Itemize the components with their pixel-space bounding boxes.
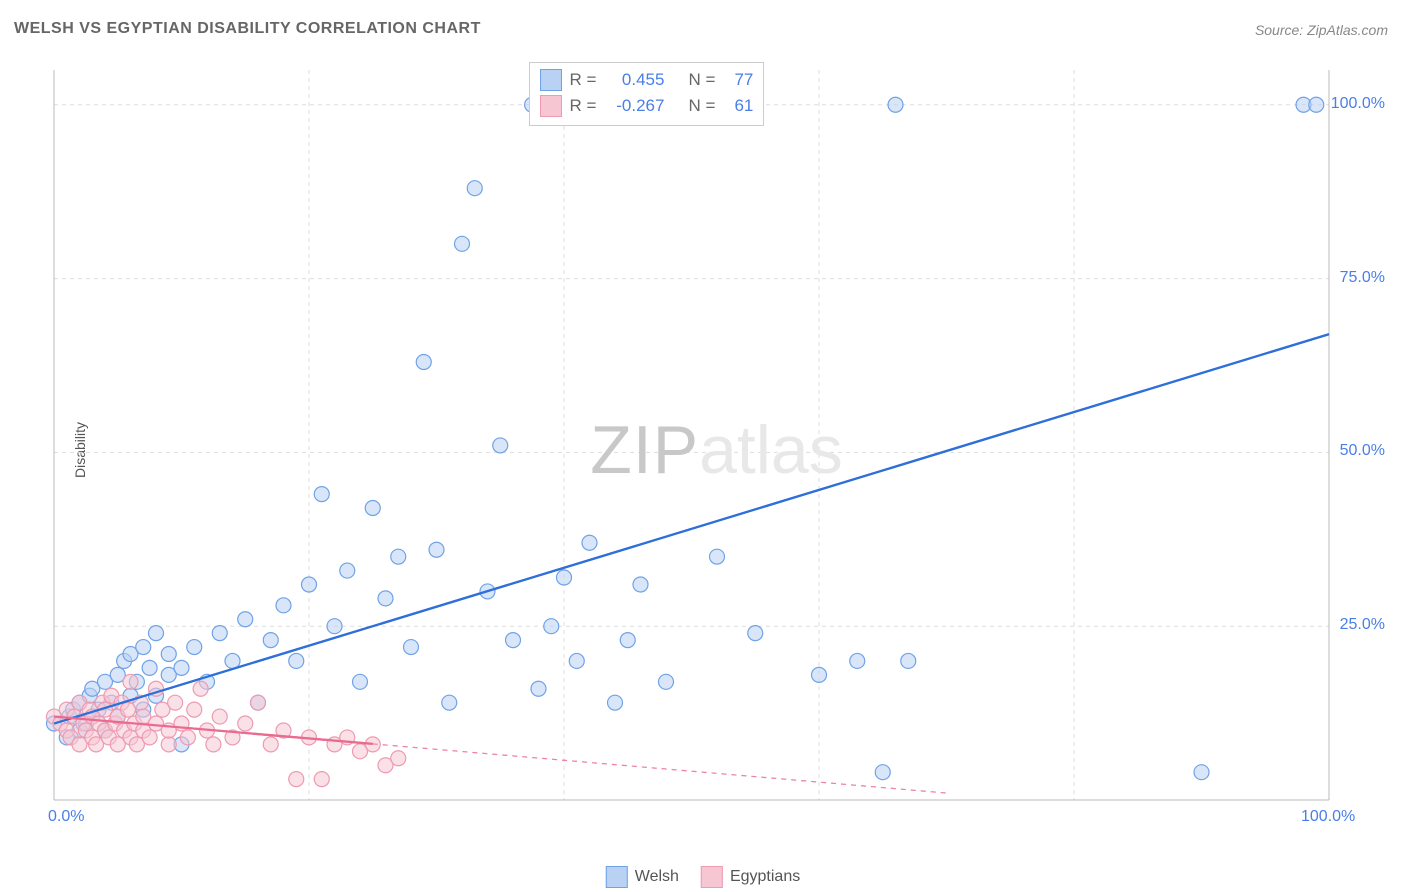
R-value: 0.455 [604,67,664,93]
legend-label: Welsh [635,868,679,886]
x-tick-label: 0.0% [48,808,84,826]
series-swatch [540,95,562,117]
series-swatch [540,69,562,91]
y-tick-label: 75.0% [1340,269,1385,287]
N-value: 61 [723,93,753,119]
legend-label: Egyptians [730,868,800,886]
N-label: N = [688,67,715,93]
legend-swatch [606,866,628,888]
chart-title: WELSH VS EGYPTIAN DISABILITY CORRELATION… [14,20,481,38]
stats-legend-box: R = 0.455 N = 77 R = -0.267 N = 61 [529,62,765,126]
footer-legend: Welsh Egyptians [606,866,800,888]
legend-item: Egyptians [701,866,800,888]
plot-area: Disability ZIPatlas R =0.455N =77R =-0.2… [44,60,1389,840]
legend-item: Welsh [606,866,679,888]
N-label: N = [688,93,715,119]
y-tick-label: 25.0% [1340,616,1385,634]
R-value: -0.267 [604,93,664,119]
stats-row: R = -0.267 N = 61 [540,93,754,119]
x-tick-label: 100.0% [1301,808,1355,826]
stats-row: R = 0.455 N = 77 [540,67,754,93]
N-value: 77 [723,67,753,93]
source-label: Source: ZipAtlas.com [1255,22,1388,38]
y-tick-label: 100.0% [1331,95,1385,113]
scatter-chart [44,60,1389,840]
R-label: R = [570,67,597,93]
legend-swatch [701,866,723,888]
R-label: R = [570,93,597,119]
y-tick-label: 50.0% [1340,442,1385,460]
